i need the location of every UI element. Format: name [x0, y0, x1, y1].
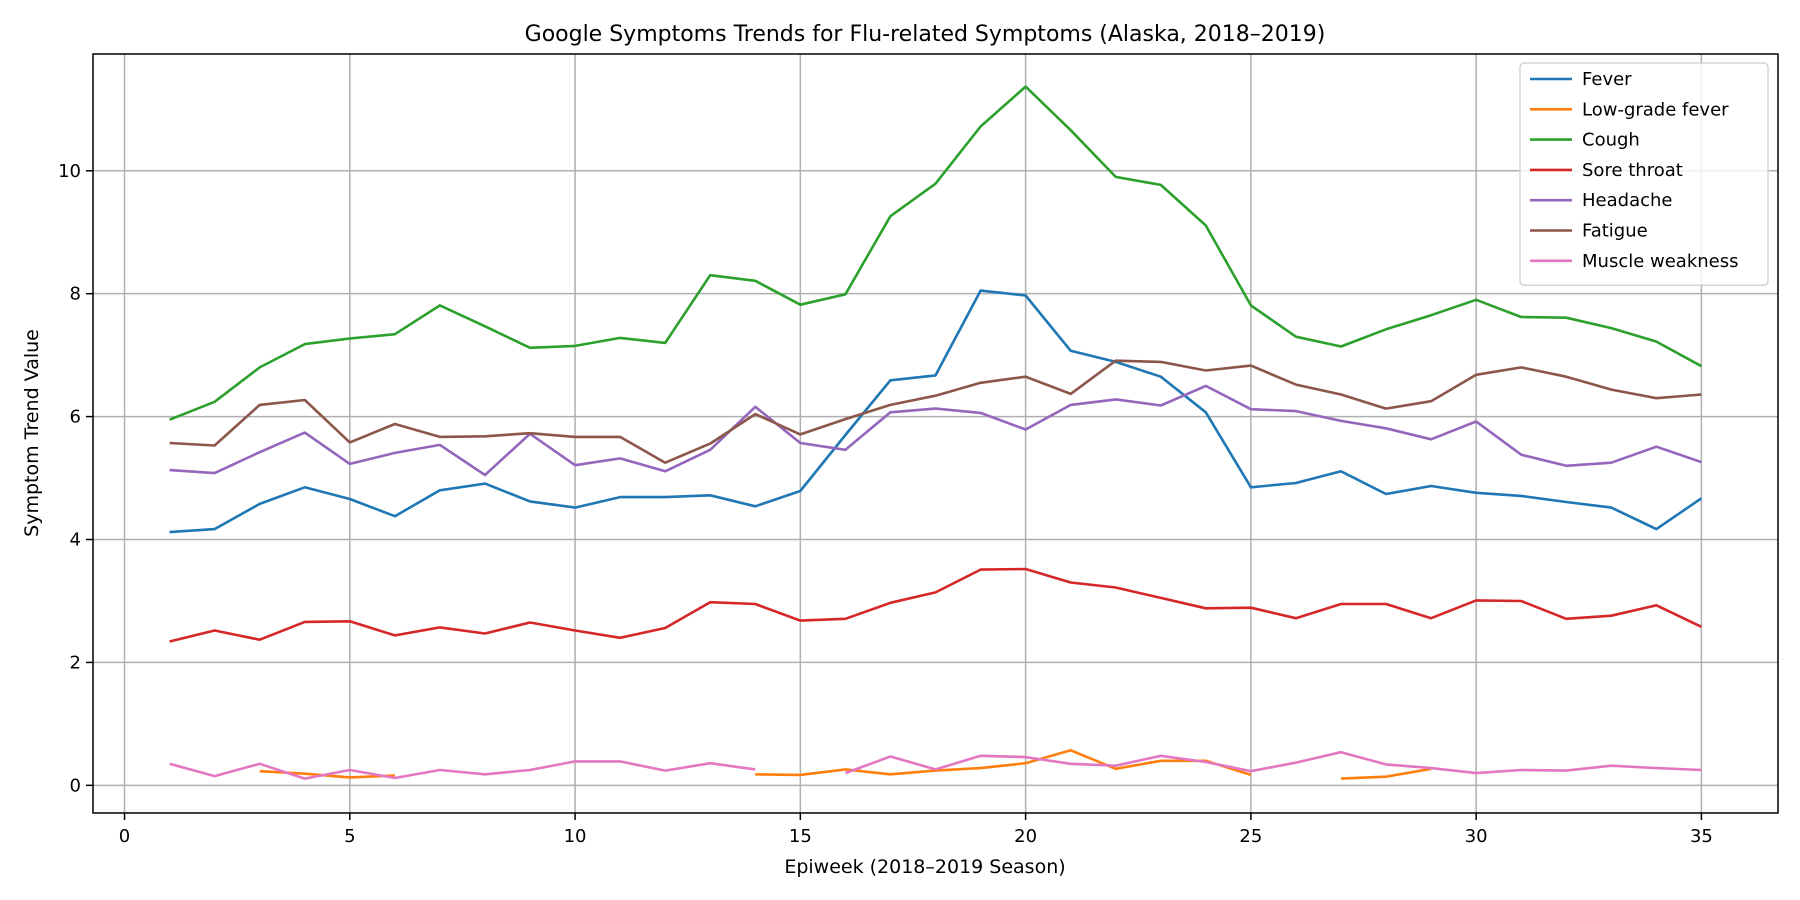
y-tick-label: 8 — [70, 284, 81, 305]
x-tick-label: 25 — [1239, 826, 1262, 847]
x-tick-label: 0 — [119, 826, 130, 847]
y-tick-label: 0 — [70, 775, 81, 796]
plot-area — [92, 53, 1779, 814]
y-tick-label: 10 — [58, 161, 81, 182]
series-line-low-grade-fever — [259, 749, 1432, 780]
x-axis: 0 5 10 15 20 25 30 35 — [119, 813, 1713, 847]
legend-label-fatigue: Fatigue — [1582, 221, 1648, 242]
x-tick-label: 20 — [1014, 826, 1037, 847]
grid — [93, 54, 1778, 813]
series-line-fatigue — [169, 359, 1702, 464]
x-axis-label: Epiweek (2018–2019 Season) — [784, 856, 1065, 878]
legend-label-muscle-weakness: Muscle weakness — [1582, 251, 1739, 272]
x-tick-label: 10 — [564, 826, 587, 847]
y-tick-label: 4 — [70, 530, 81, 551]
y-tick-label: 2 — [70, 652, 81, 673]
legend-label-low-grade-fever: Low-grade fever — [1582, 99, 1729, 120]
legend-box — [1519, 62, 1769, 286]
series-line-fever — [169, 289, 1703, 534]
series-line-sore-throat — [169, 567, 1702, 643]
x-tick-label: 15 — [789, 826, 812, 847]
series-line-muscle-weakness — [169, 750, 1702, 780]
legend-label-headache: Headache — [1582, 190, 1672, 211]
x-tick-label: 35 — [1690, 826, 1713, 847]
series-lines — [169, 85, 1703, 780]
legend-label-fever: Fever — [1582, 69, 1632, 90]
series-line-cough — [169, 85, 1703, 421]
series-line-headache — [169, 384, 1702, 477]
legend-label-cough: Cough — [1582, 130, 1640, 151]
y-axis: 0 2 4 6 8 10 — [58, 161, 93, 796]
x-tick-label: 5 — [344, 826, 355, 847]
y-axis-label: Symptom Trend Value — [21, 329, 43, 537]
x-tick-label: 30 — [1465, 826, 1488, 847]
chart-title: Google Symptoms Trends for Flu-related S… — [525, 22, 1326, 47]
legend-label-sore-throat: Sore throat — [1582, 160, 1683, 181]
legend: Fever Low-grade fever Cough Sore throat Head… — [1519, 62, 1769, 286]
y-tick-label: 6 — [70, 407, 81, 428]
